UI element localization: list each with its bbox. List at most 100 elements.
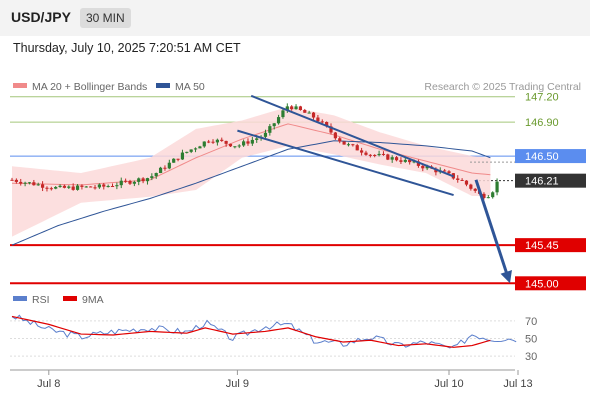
- line-ma-20: [11, 123, 491, 186]
- candle-body: [71, 186, 75, 190]
- candle-body: [93, 187, 97, 189]
- candle-body: [303, 110, 307, 113]
- x-axis-ticks: Jul 8 Jul 9 Jul 10 Jul 13: [37, 370, 533, 390]
- candle-body: [368, 154, 372, 156]
- channel-line-1: [237, 129, 454, 197]
- candle-body: [403, 159, 407, 162]
- candle-body: [412, 161, 416, 163]
- candle-body: [67, 186, 71, 188]
- candle-body: [110, 186, 115, 188]
- timeframe-button[interactable]: 30 MIN: [80, 8, 131, 28]
- candle-body: [224, 140, 228, 144]
- candle-body: [189, 149, 193, 152]
- rsi-ma-line: [11, 315, 491, 348]
- candle-body: [491, 192, 495, 198]
- candle-body: [58, 185, 62, 188]
- candle-body: [311, 112, 316, 118]
- candle-body: [416, 161, 421, 166]
- candle-body: [381, 153, 386, 155]
- candle-body: [158, 167, 163, 174]
- candle-body: [193, 148, 198, 150]
- candle-body: [89, 186, 93, 188]
- candle-body: [115, 185, 119, 187]
- candle-body: [246, 141, 250, 144]
- candle-body: [443, 170, 447, 172]
- level-tag-145.00: [515, 276, 586, 291]
- candle-body: [294, 106, 298, 110]
- line-ma-50: [11, 140, 491, 246]
- candle-body: [285, 106, 289, 111]
- level-label-146.90: 146.90: [525, 117, 559, 129]
- candle-body: [27, 182, 32, 184]
- candle-body: [40, 184, 45, 188]
- candle-body: [75, 185, 80, 190]
- legend-swatch-bollinger: [13, 83, 27, 88]
- level-tag-current: [515, 173, 586, 188]
- candle-body: [495, 181, 499, 193]
- level-tag-145.45: [515, 238, 586, 253]
- candle-body: [316, 117, 320, 122]
- candle-body: [408, 159, 412, 163]
- candle-body: [215, 139, 219, 143]
- rsi-legend: RSI 9MA: [13, 294, 104, 306]
- legend-label-bollinger: MA 20 + Bollinger Bands: [32, 81, 147, 93]
- candle-body: [180, 152, 185, 160]
- candle-body: [460, 179, 464, 181]
- candle-body: [102, 184, 106, 187]
- candle-body: [10, 179, 14, 181]
- candle-body: [373, 154, 377, 156]
- candle-body: [486, 197, 490, 199]
- x-tick-label: Jul 10: [434, 378, 463, 390]
- candle-body: [464, 180, 469, 185]
- rsi-line: [11, 314, 517, 349]
- level-labels: 147.20 146.90 146.50 146.21 145.45 145.00: [515, 92, 586, 291]
- candle-body: [137, 178, 141, 182]
- candle-body: [132, 181, 136, 184]
- legend-swatch-9ma: [63, 296, 77, 301]
- credit-text: Research © 2025 Trading Central: [424, 81, 581, 93]
- candle-body: [329, 126, 333, 133]
- candle-body: [14, 179, 18, 182]
- candle-body: [167, 162, 171, 169]
- candle-body: [237, 145, 241, 147]
- candle-body: [386, 154, 390, 160]
- candle-body: [272, 123, 276, 127]
- candle-body: [421, 165, 425, 169]
- candle-body: [220, 139, 224, 141]
- x-tick-label: Jul 13: [503, 378, 532, 390]
- candle-body: [124, 180, 128, 182]
- candle-body: [456, 178, 460, 180]
- level-label-147.20: 147.20: [525, 92, 559, 104]
- candle-body: [482, 193, 486, 198]
- candle-body: [119, 180, 123, 186]
- candle-body: [176, 158, 180, 160]
- rsi-tick-70: 70: [525, 316, 537, 328]
- legend-label-ma50: MA 50: [175, 81, 205, 93]
- candle-body: [342, 141, 346, 145]
- candle-body: [338, 138, 342, 142]
- legend-swatch-ma50: [156, 83, 170, 88]
- candle-body: [106, 186, 110, 188]
- x-tick-label: Jul 8: [37, 378, 60, 390]
- candle-body: [364, 152, 368, 155]
- candle-body: [281, 110, 285, 118]
- candle-body: [351, 144, 355, 146]
- candle-body: [45, 187, 49, 189]
- candle-body: [394, 157, 399, 161]
- candle-body: [172, 158, 176, 163]
- candle-body: [390, 157, 394, 160]
- candle-body: [242, 141, 246, 146]
- moving-averages: [11, 123, 491, 246]
- candle-body: [307, 112, 311, 114]
- legend-swatch-rsi: [13, 296, 27, 301]
- candle-body: [425, 166, 429, 169]
- candle-body: [23, 182, 27, 184]
- candle-body: [207, 141, 211, 143]
- candle-body: [447, 171, 451, 174]
- candle-body: [198, 146, 202, 149]
- candle-body: [84, 186, 88, 188]
- level-label-145.45: 145.45: [525, 240, 559, 252]
- candle-body: [298, 106, 303, 111]
- candle-body: [333, 132, 337, 139]
